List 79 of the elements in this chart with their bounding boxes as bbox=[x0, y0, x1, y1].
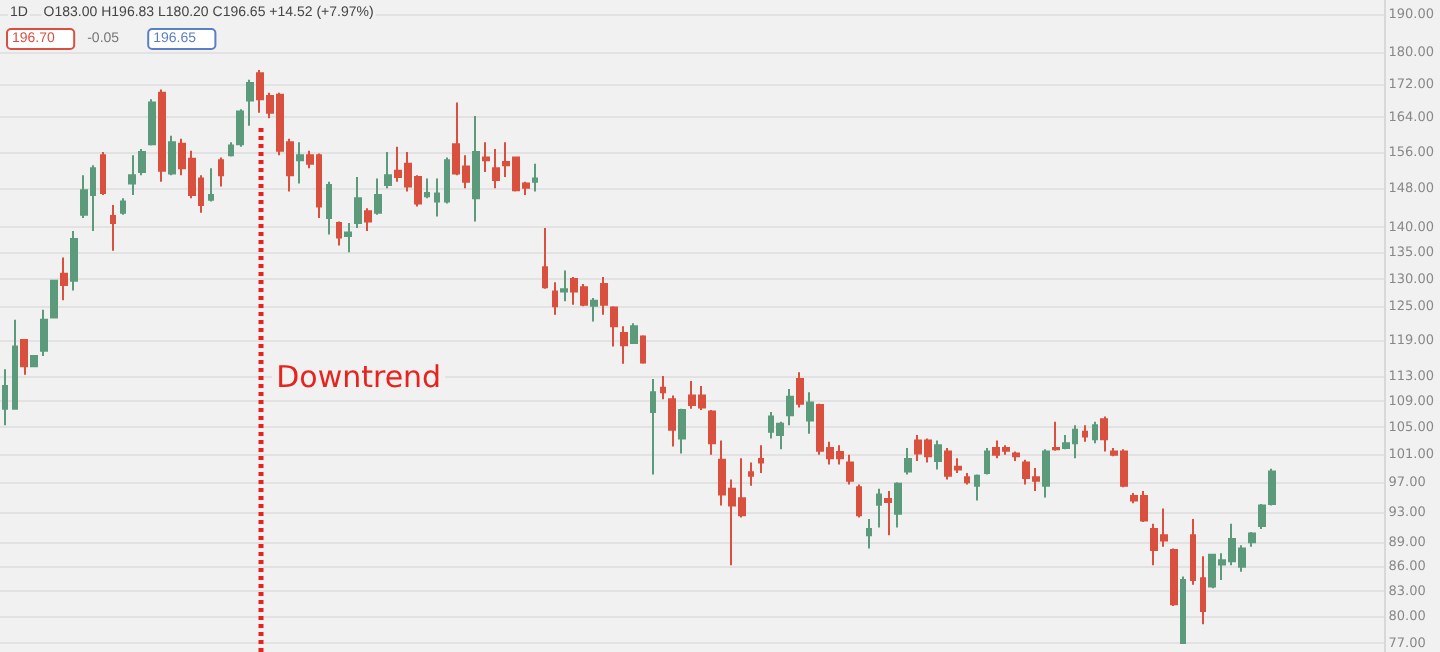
candlestick bbox=[384, 151, 392, 190]
candlestick bbox=[344, 222, 352, 254]
candlestick bbox=[776, 420, 784, 451]
candlestick bbox=[620, 325, 628, 365]
candlestick bbox=[1268, 467, 1276, 507]
candlestick bbox=[964, 471, 970, 486]
candlestick bbox=[1082, 424, 1088, 443]
candlestick bbox=[60, 256, 68, 302]
candlestick bbox=[424, 177, 430, 200]
candlestick bbox=[984, 446, 990, 476]
candlestick bbox=[1190, 518, 1196, 586]
candlestick bbox=[542, 226, 548, 290]
candlestick bbox=[1248, 531, 1256, 548]
candlestick bbox=[678, 407, 686, 455]
candlestick bbox=[444, 156, 450, 205]
candlestick bbox=[434, 177, 440, 218]
candlestick bbox=[482, 141, 490, 174]
candlestick bbox=[876, 487, 882, 529]
candlestick bbox=[552, 281, 558, 316]
candlestick bbox=[120, 197, 126, 216]
candlestick bbox=[70, 229, 78, 292]
candlestick bbox=[660, 375, 666, 401]
candlestick bbox=[472, 115, 480, 223]
candlestick bbox=[1170, 547, 1178, 607]
candlestick bbox=[856, 483, 862, 519]
candlestick bbox=[110, 203, 116, 252]
candlestick bbox=[796, 371, 804, 409]
candlestick bbox=[1012, 450, 1020, 463]
candlestick bbox=[1200, 555, 1206, 626]
candlestick bbox=[560, 269, 568, 303]
candlestick bbox=[374, 177, 382, 216]
candlestick bbox=[296, 141, 304, 185]
candlestick bbox=[650, 378, 656, 476]
candlestick bbox=[2, 368, 8, 427]
candlestick bbox=[148, 98, 156, 147]
candlestick bbox=[12, 318, 18, 410]
candlestick bbox=[364, 207, 372, 232]
candlestick bbox=[846, 453, 854, 486]
candlestick bbox=[806, 391, 814, 435]
candlestick bbox=[1180, 575, 1186, 644]
candlestick bbox=[532, 162, 538, 193]
candlestick bbox=[128, 154, 136, 196]
candlestick bbox=[708, 409, 716, 456]
candlestick bbox=[50, 279, 58, 319]
candlestick bbox=[590, 297, 598, 323]
candlestick bbox=[894, 481, 902, 529]
candlestick bbox=[336, 220, 342, 247]
candlestick bbox=[246, 78, 254, 127]
candlestick bbox=[20, 339, 28, 376]
candlestick bbox=[354, 176, 362, 229]
candlestick bbox=[30, 355, 38, 368]
candlestick bbox=[208, 167, 214, 203]
candlestick bbox=[40, 308, 48, 357]
candlestick bbox=[640, 334, 646, 365]
candlestick bbox=[668, 394, 676, 448]
candlestick bbox=[492, 148, 500, 190]
candlestick bbox=[610, 305, 618, 348]
candlestick bbox=[1100, 415, 1108, 453]
annotation: Downtrend bbox=[276, 359, 442, 395]
candlestick bbox=[1042, 448, 1050, 499]
candlestick bbox=[786, 388, 794, 427]
candlestick bbox=[218, 156, 224, 188]
candlestick bbox=[974, 473, 980, 502]
candlestick bbox=[100, 151, 106, 196]
candlestick bbox=[326, 180, 332, 236]
candlestick bbox=[1258, 503, 1266, 530]
candlestick bbox=[138, 148, 146, 177]
candlestick bbox=[1092, 420, 1098, 445]
candlestick bbox=[748, 461, 754, 487]
candlestick bbox=[630, 322, 638, 344]
candlestick bbox=[168, 134, 176, 177]
candlestick bbox=[866, 518, 872, 550]
candlestick bbox=[600, 275, 608, 316]
candlestick bbox=[158, 88, 166, 183]
candlestick bbox=[758, 444, 764, 474]
candlestick bbox=[884, 489, 892, 537]
candlestick bbox=[934, 439, 942, 471]
candlestick bbox=[904, 446, 912, 476]
candlestick bbox=[1052, 420, 1060, 452]
